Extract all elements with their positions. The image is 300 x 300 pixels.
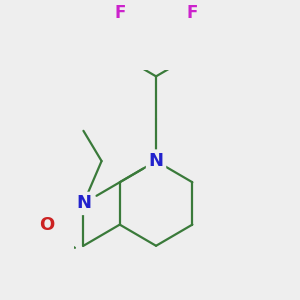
Text: N: N [76,194,91,212]
Text: F: F [114,4,125,22]
Text: F: F [187,4,198,22]
Text: O: O [40,216,55,234]
Text: N: N [148,152,164,170]
